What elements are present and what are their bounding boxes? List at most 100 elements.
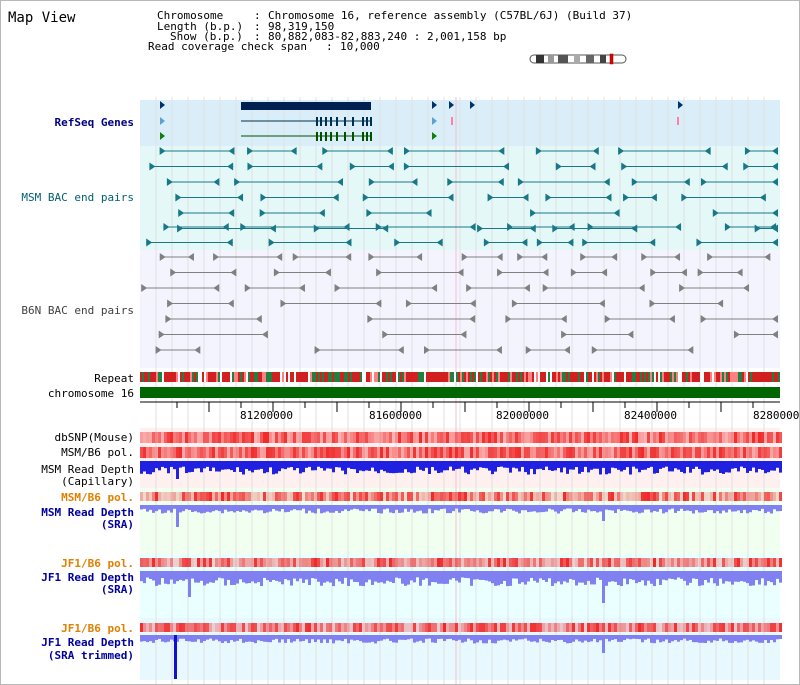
repeat-segment (526, 372, 528, 382)
jf1-pol-cell (281, 558, 284, 567)
msm-pol2-cell (587, 492, 590, 501)
track-label-msm-depth-sra[interactable]: MSM Read Depth (41, 506, 134, 519)
jf1-pol2-cell (422, 623, 425, 632)
jf1-trim-depth-bar (611, 635, 614, 640)
repeat-segment (238, 372, 240, 382)
msm-sra-depth-bar (206, 505, 209, 512)
jf1-pol-cell (761, 558, 764, 567)
jf1-pol-cell (227, 558, 230, 567)
track-label-msm-bac[interactable]: MSM BAC end pairs (21, 191, 134, 204)
jf1-trim-depth-bar (725, 635, 728, 641)
track-label-jf1-b6-pol-2[interactable]: JF1/B6 pol. (61, 622, 134, 635)
jf1-pol-cell (317, 558, 320, 567)
jf1-trim-depth-bar (713, 635, 716, 641)
msm-pol2-cell (638, 492, 641, 501)
msm-cap-depth-bar (419, 461, 422, 470)
msm-cap-depth-bar (164, 461, 167, 469)
msm-sra-depth-bar (713, 505, 716, 514)
jf1-trim-depth-bar (590, 635, 593, 642)
msm-pol2-cell (344, 492, 347, 501)
dbsnp-cell (428, 432, 431, 443)
msm-sra-depth-bar (329, 505, 332, 513)
msm-sra-depth-bar (389, 505, 392, 513)
msm-sra-depth-bar (191, 505, 194, 513)
jf1-pol2-cell (161, 623, 164, 632)
msm-pol-cell (491, 447, 494, 458)
jf1-sra-depth-bar (488, 571, 491, 582)
track-label-refseq[interactable]: RefSeq Genes (54, 116, 134, 129)
jf1-sra-depth-bar (398, 571, 401, 579)
gene-arrow (470, 101, 475, 109)
repeat-segment (226, 372, 228, 382)
jf1-pol-cell (746, 558, 749, 567)
jf1-pol-cell (422, 558, 425, 567)
jf1-pol2-cell (743, 623, 746, 632)
b6n-bac-end (525, 346, 532, 354)
msm-sra-depth-bar (374, 505, 377, 509)
msm-pol2-cell (347, 492, 350, 501)
repeat-segment (212, 372, 214, 382)
jf1-pol-cell (671, 558, 674, 567)
msm-cap-depth-bar (773, 461, 776, 471)
jf1-sra-depth-bar (377, 571, 380, 583)
jf1-pol-cell (188, 558, 191, 567)
track-label-msm-b6-pol-2[interactable]: MSM/B6 pol. (61, 491, 134, 504)
msm-pol2-cell (698, 492, 701, 501)
repeat-segment (650, 372, 652, 382)
msm-pol2-cell (143, 492, 146, 501)
msm-sra-depth-bar (500, 505, 503, 513)
repeat-segment (456, 372, 458, 382)
jf1-pol2-cell (488, 623, 491, 632)
msm-sra-depth-bar (584, 505, 587, 513)
msm-pol2-cell (677, 492, 680, 501)
msm-pol-cell (515, 447, 518, 458)
jf1-pol2-cell (377, 623, 380, 632)
msm-pol-cell (194, 447, 197, 458)
msm-pol-cell (557, 447, 560, 458)
track-label-dbsnp[interactable]: dbSNP(Mouse) (54, 431, 134, 444)
msm-bac-end (487, 193, 494, 202)
jf1-pol2-cell (170, 623, 173, 632)
msm-pol2-cell (578, 492, 581, 501)
repeat-segment (630, 372, 632, 382)
dbsnp-cell (146, 432, 149, 443)
jf1-trim-depth-bar (452, 635, 455, 641)
track-label-msm-depth-cap[interactable]: MSM Read Depth (41, 463, 134, 476)
jf1-sra-depth-bar (779, 571, 782, 583)
jf1-trim-depth-bar (581, 635, 584, 643)
msm-sra-depth-bar (248, 505, 251, 513)
b6n-bac-end (736, 268, 743, 277)
msm-cap-depth-bar (425, 461, 428, 468)
jf1-pol-cell (659, 558, 662, 567)
msm-pol-cell (221, 447, 224, 458)
msm-cap-depth-bar (659, 461, 662, 469)
jf1-sra-depth-bar (650, 571, 653, 584)
msm-sra-depth-bar (743, 505, 746, 510)
repeat-segment (344, 372, 346, 382)
msm-pol2-cell (779, 492, 782, 501)
msm-bac-end (483, 238, 490, 247)
jf1-sra-depth-bar (275, 571, 278, 581)
jf1-pol-cell (359, 558, 362, 567)
track-label-b6n-bac[interactable]: B6N BAC end pairs (21, 304, 134, 317)
track-label-jf1-b6-pol[interactable]: JF1/B6 pol. (61, 557, 134, 570)
repeat-segment (722, 372, 724, 382)
track-label-msm-b6-pol[interactable]: MSM/B6 pol. (61, 446, 134, 459)
msm-pol-cell (620, 447, 623, 458)
msm-bac-end (567, 238, 574, 247)
msm-pol-cell (593, 447, 596, 458)
dbsnp-cell (143, 432, 146, 443)
jf1-pol-cell (566, 558, 569, 567)
repeat-segment (588, 372, 590, 382)
jf1-trim-depth-bar (518, 635, 521, 640)
track-label-jf1-depth-sra[interactable]: JF1 Read Depth (41, 571, 134, 584)
track-label-jf1-depth-trim[interactable]: JF1 Read Depth (41, 636, 134, 649)
jf1-trim-depth-bar (386, 635, 389, 639)
msm-pol-cell (395, 447, 398, 458)
chromosome-ideogram[interactable] (528, 52, 630, 66)
jf1-sra-depth-bar (164, 571, 167, 584)
repeat-segment (550, 372, 552, 382)
jf1-pol2-cell (437, 623, 440, 632)
dbsnp-cell (152, 432, 155, 443)
